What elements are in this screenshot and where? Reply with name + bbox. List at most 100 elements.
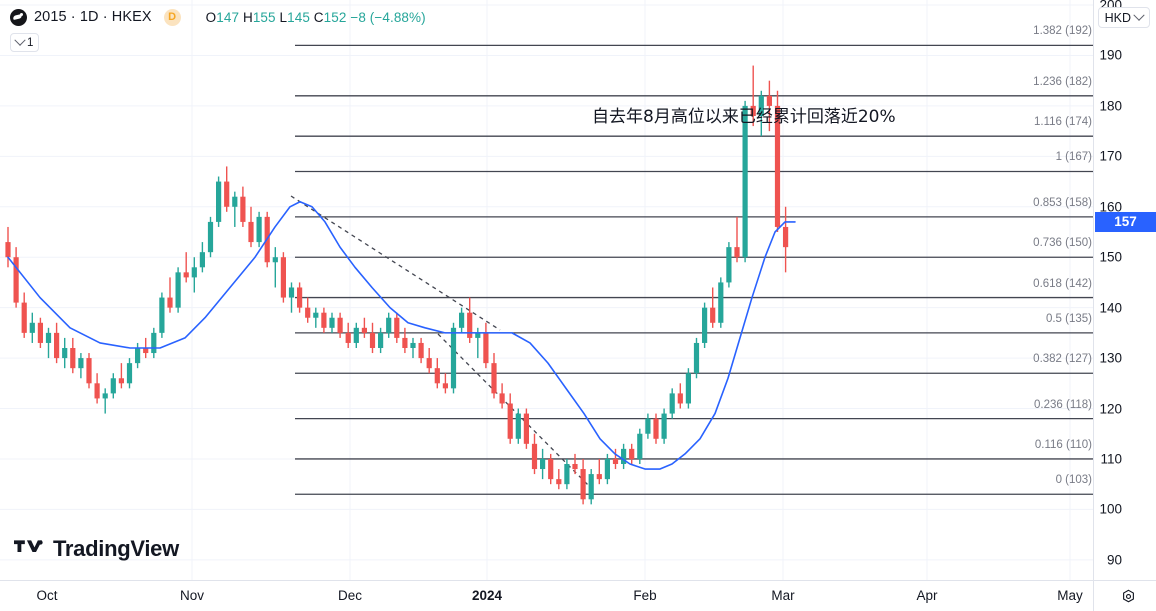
chart-annotation-text: 自去年8月高位以来已经累计回落近20% [592,107,896,127]
candlestick [45,327,52,359]
candlestick [232,191,238,227]
currency-selector-button[interactable]: HKD [1097,7,1150,28]
price-axis-tick: 100 [1099,501,1122,517]
time-axis-tick: Dec [337,588,363,603]
candlestick [86,353,92,389]
candlestick [572,453,578,475]
candlestick [369,322,376,354]
candlestick [329,312,335,333]
currency-label: HKD [1104,10,1131,25]
time-scale-divider [1093,581,1094,611]
candlestick [102,388,108,414]
timeframe-label: 1 [27,36,34,49]
fibonacci-level-label: 0.618 (142) [1033,277,1092,290]
candlestick [774,90,781,232]
price-axis-tick: 110 [1100,451,1122,467]
candlestick [410,337,416,359]
time-axis-tick: Feb [633,588,657,603]
candlestick [240,186,246,227]
price-axis-tick: 180 [1099,98,1122,114]
candlestick [386,312,392,338]
candlestick [742,100,748,263]
candlestick [548,453,554,485]
candlestick [450,322,457,394]
time-axis-tick: Mar [771,588,795,603]
close-value: 152 [323,9,347,25]
candlestick [604,453,610,485]
ohlc-values: O147 H155 L145 C152 −8 (−4.88%) [206,10,426,25]
time-axis-tick: Nov [179,588,205,603]
fibonacci-level-label: 0 (103) [1055,474,1092,487]
tradingview-watermark: TradingView [14,536,179,562]
candlestick [207,216,214,258]
candlestick [353,322,359,348]
candlestick [256,211,262,248]
candlestick [710,287,716,328]
fibonacci-level-label: 0.736 (150) [1033,237,1092,250]
fibonacci-level-label: 0.236 (118) [1034,398,1092,411]
candlestick [685,368,691,409]
high-label: H [242,9,253,25]
candlestick [361,317,367,338]
vertical-gridlines [191,0,1071,580]
candlestick [629,443,635,464]
candlestick [645,413,651,439]
ma-line-path [7,200,796,470]
open-value: 147 [216,9,240,25]
fibonacci-level-label: 0.5 (135) [1045,312,1092,325]
candlestick [272,247,278,288]
candlestick [418,337,424,364]
trendline[interactable] [290,195,501,331]
candlestick [507,393,513,444]
candlestick [596,458,602,485]
candlestick [580,458,586,505]
candlestick [337,312,343,338]
candlestick-series [5,65,789,505]
interval-badge: D [163,8,181,26]
candlestick [159,292,165,338]
candlestick [110,373,116,399]
fibonacci-level-label: 0.116 (110) [1034,438,1092,451]
fibonacci-level-label: 1.236 (182) [1033,75,1092,88]
candlestick [297,282,303,313]
candlestick [37,317,43,348]
candlestick [167,277,173,313]
low-value: 145 [287,9,310,25]
candlestick [766,80,772,132]
candlestick [693,337,700,379]
candlestick [783,206,789,273]
candlestick [702,302,708,348]
candlestick [305,297,311,323]
high-value: 155 [252,9,276,25]
candlestick [515,408,521,444]
price-axis-tick: 190 [1099,47,1122,63]
candlestick [540,448,546,480]
price-axis-tick: 160 [1099,199,1122,215]
price-axis-tick: 130 [1099,350,1122,366]
candlestick [224,166,230,212]
reset-view-icon[interactable] [1121,589,1136,604]
candlestick [637,428,643,464]
candlestick [677,383,683,409]
time-axis-tick: May [1057,588,1083,603]
chart-plot-area[interactable] [0,0,1094,580]
candlestick [653,413,659,444]
time-axis-tick: Apr [916,588,938,603]
time-axis-tick: Oct [36,588,58,603]
candlestick [588,469,594,505]
candlestick [313,307,319,328]
fibonacci-levels [295,44,1094,495]
price-axis-tick: 120 [1099,401,1122,417]
candlestick [94,373,100,404]
price-axis-tick: 150 [1099,249,1122,265]
candlestick [216,176,222,227]
candlestick [78,353,84,379]
price-scale[interactable]: 20019018017016015014013012011010090 157 [1093,0,1156,580]
fibonacci-level-label: 0.382 (127) [1033,353,1092,366]
open-label: O [205,9,217,25]
candlestick [564,458,570,490]
time-scale[interactable]: Oct Nov Dec 2024 Feb Mar Apr May [0,580,1156,611]
symbol-title[interactable]: 2015 · 1D · HKEX [34,9,152,25]
current-price-badge: 157 [1095,211,1156,232]
timeframe-selector-button[interactable]: 1 [10,33,40,52]
